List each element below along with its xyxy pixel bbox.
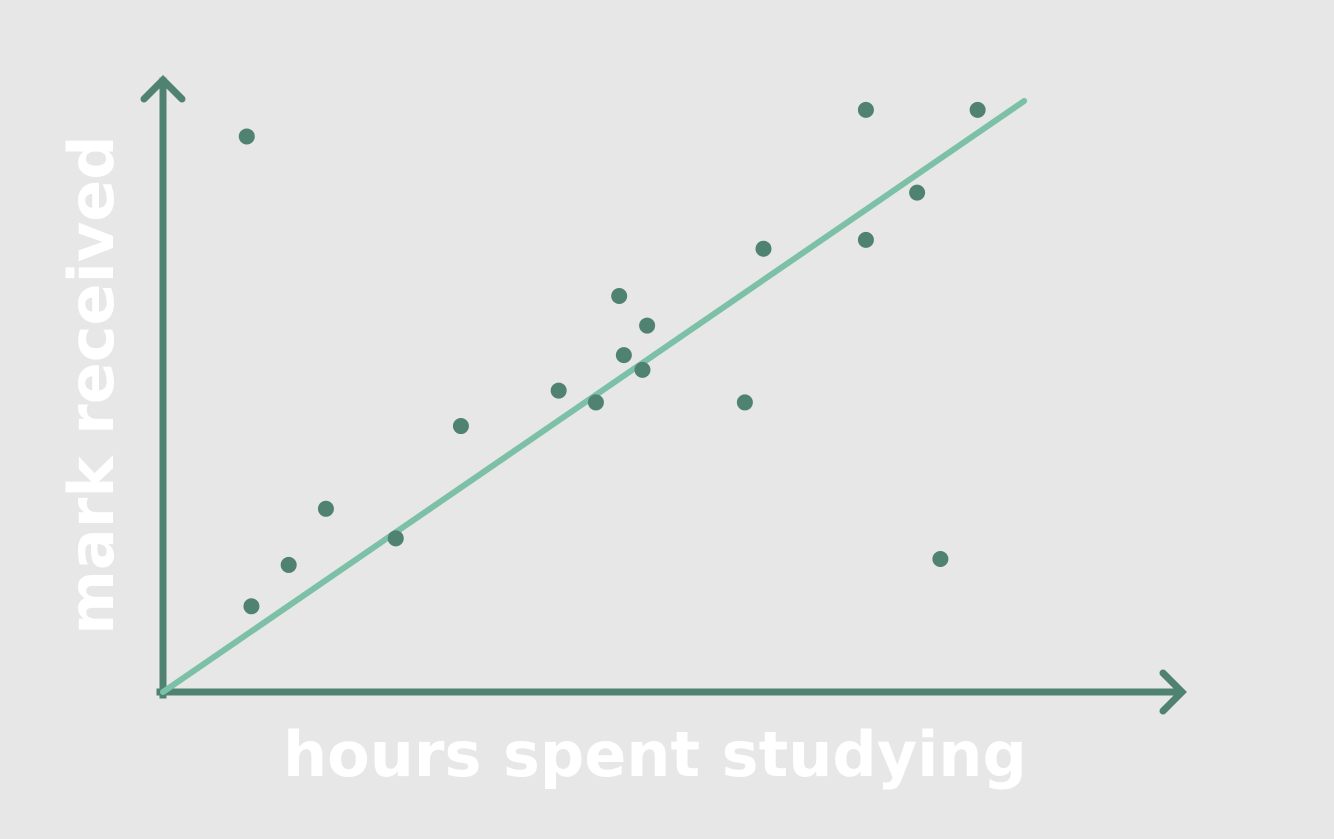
data-point xyxy=(857,101,874,118)
data-point xyxy=(969,101,986,118)
data-points xyxy=(238,101,986,615)
x-axis-arrowhead xyxy=(1159,669,1187,715)
y-axis-label: mark received xyxy=(55,135,128,634)
data-point xyxy=(932,551,949,568)
data-point xyxy=(639,317,656,334)
data-point xyxy=(611,288,628,305)
data-point xyxy=(634,361,651,378)
data-point xyxy=(280,556,297,573)
data-point xyxy=(587,394,604,411)
x-axis-label: hours spent studying xyxy=(283,718,1027,791)
y-axis-arrowhead xyxy=(140,75,186,103)
data-point xyxy=(909,184,926,201)
data-point xyxy=(615,347,632,364)
axes xyxy=(140,75,1187,715)
data-point xyxy=(387,530,404,547)
data-point xyxy=(736,394,753,411)
data-point xyxy=(857,231,874,248)
data-point xyxy=(452,418,469,435)
data-point xyxy=(755,240,772,257)
data-point xyxy=(550,382,567,399)
data-point xyxy=(243,598,260,615)
data-point xyxy=(238,128,255,145)
data-point xyxy=(317,500,334,517)
